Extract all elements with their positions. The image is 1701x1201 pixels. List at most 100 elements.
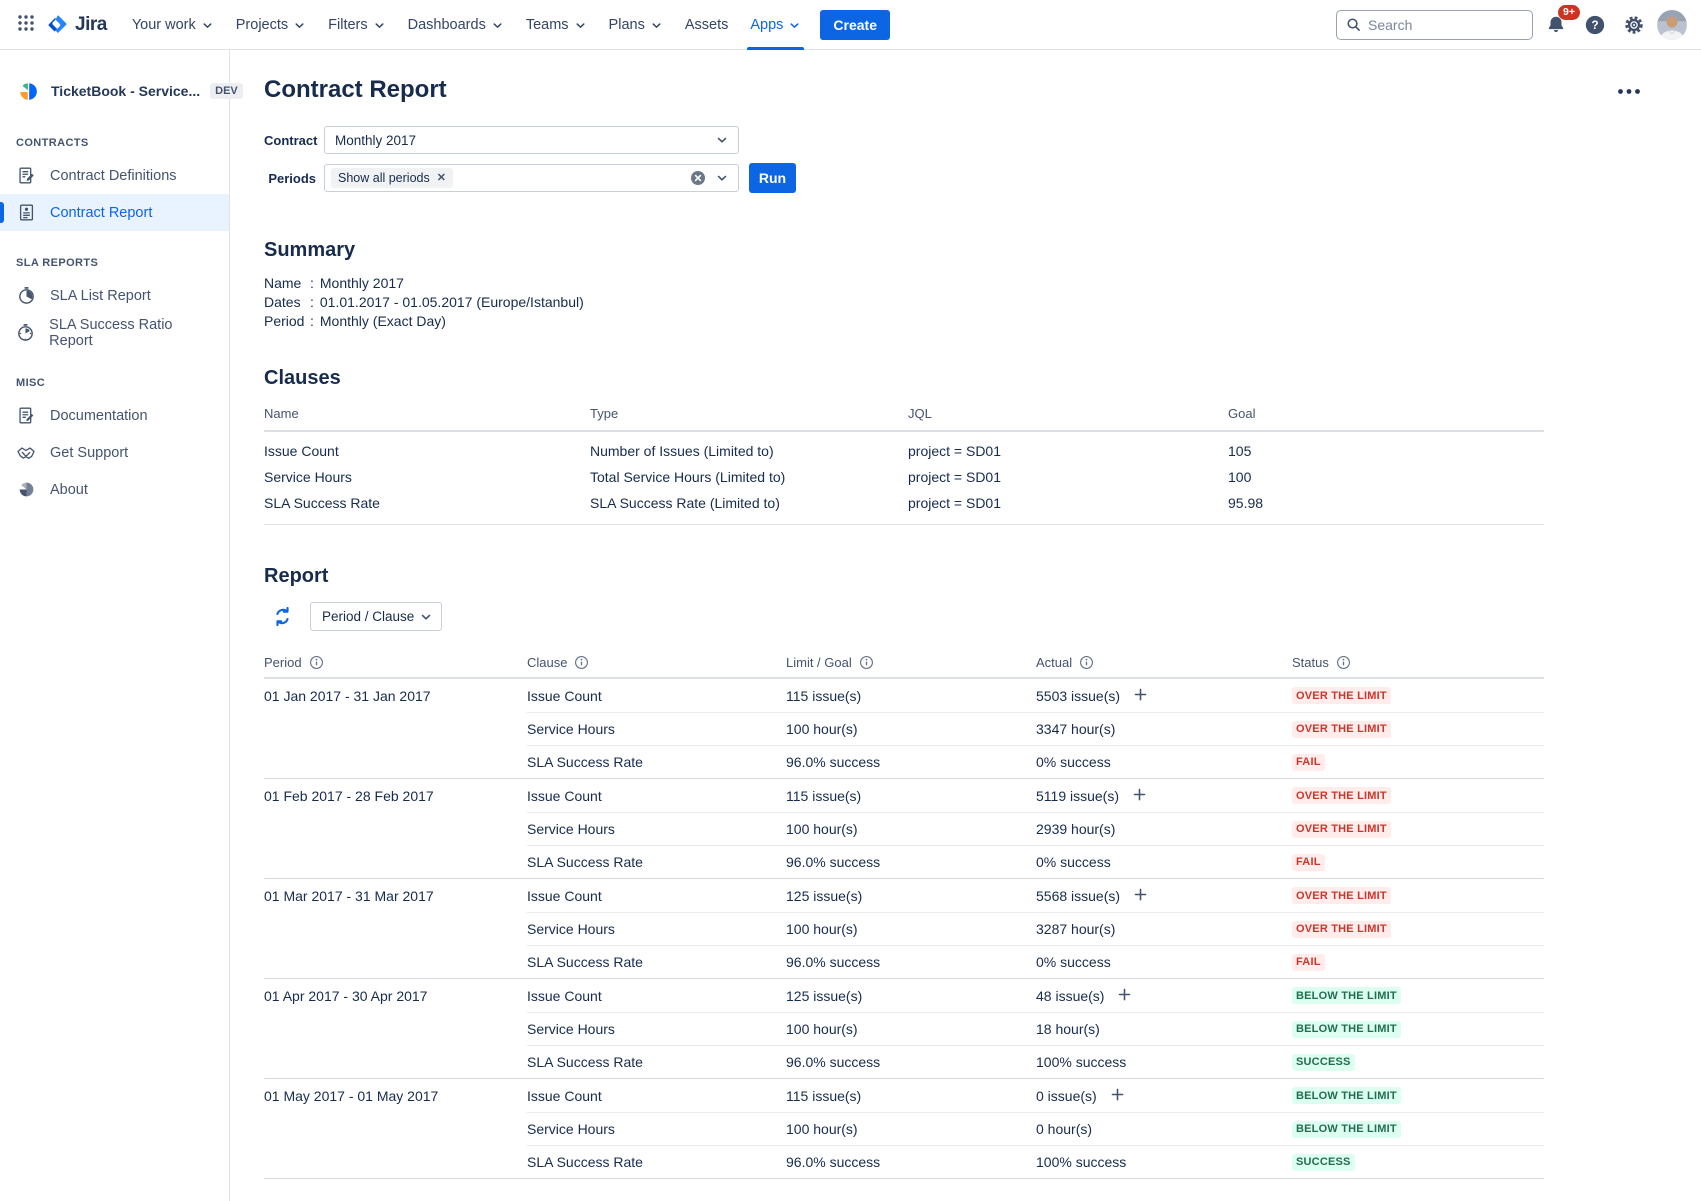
sidebar-item-contract-definitions[interactable]: Contract Definitions: [0, 157, 229, 194]
limit-goal-value: 125 issue(s): [786, 887, 863, 904]
expand-issues-button[interactable]: [1131, 885, 1150, 907]
actual-value: 18 hour(s): [1036, 1021, 1100, 1037]
help-button[interactable]: ?: [1579, 9, 1611, 41]
clauses-column-name: Name: [264, 406, 299, 421]
clause-cell: SLA Success Rate (Limited to): [590, 495, 780, 511]
chevron-down-icon: [293, 19, 306, 32]
info-icon[interactable]: [309, 655, 324, 670]
clause-value: SLA Success Rate: [527, 854, 643, 870]
contract-report-icon: [16, 203, 36, 222]
user-avatar[interactable]: [1657, 9, 1687, 40]
info-icon[interactable]: [859, 655, 874, 670]
top-navigation: Jira Your work Projects Filters Dashboards T…: [0, 0, 1701, 50]
search-input[interactable]: [1368, 16, 1523, 33]
nav-item-label: Your work: [131, 16, 196, 33]
report-column-period: Period: [264, 655, 527, 670]
chevron-down-icon: [201, 19, 214, 32]
chevron-down-icon: [574, 19, 587, 32]
clause-row: Issue Count Number of Issues (Limited to)…: [264, 438, 1544, 464]
clause-cell: 100: [1228, 469, 1252, 485]
nav-item-filters[interactable]: Filters: [317, 0, 396, 50]
status-badge: OVER THE LIMIT: [1292, 687, 1391, 704]
expand-issues-button[interactable]: [1115, 985, 1134, 1007]
nav-item-plans[interactable]: Plans: [598, 0, 674, 50]
clause-cell: Total Service Hours (Limited to): [590, 469, 786, 485]
report-column-status: Status: [1292, 655, 1544, 670]
actual-value: 2939 hour(s): [1036, 821, 1116, 837]
actual-value: 0% success: [1036, 954, 1111, 970]
clause-cell: project = SD01: [908, 443, 1001, 459]
app-header[interactable]: TicketBook - Service... DEV: [0, 78, 243, 103]
clause-value: Service Hours: [527, 921, 615, 937]
report-row: SLA Success Rate 96.0% success 0% success F…: [264, 945, 1544, 978]
page-title: Contract Report: [264, 76, 447, 103]
clauses-column-jql: JQL: [908, 406, 932, 421]
sidebar-item-sla-list-report[interactable]: SLA List Report: [0, 277, 229, 314]
nav-item-dashboards[interactable]: Dashboards: [397, 0, 515, 50]
summary-label: Period: [264, 313, 305, 329]
summary-row-period: Period: Monthly (Exact Day): [264, 312, 1645, 331]
status-badge: OVER THE LIMIT: [1292, 920, 1391, 938]
report-row: 01 Feb 2017 - 28 Feb 2017 Issue Count 115 …: [264, 779, 1544, 812]
limit-goal-value: 96.0% success: [786, 754, 881, 770]
sidebar-item-sla-success-ratio-report[interactable]: SLA Success Ratio Report: [0, 314, 229, 351]
report-period-group: 01 Jan 2017 - 31 Jan 2017 Issue Count 115 …: [264, 679, 1544, 778]
jira-logo[interactable]: Jira: [46, 13, 107, 36]
sidebar-section-misc: MISC Documentation Get Support About: [0, 377, 229, 508]
global-search[interactable]: [1336, 9, 1533, 40]
clause-value: Service Hours: [527, 1021, 615, 1037]
status-badge: OVER THE LIMIT: [1292, 787, 1391, 804]
sidebar-item-about[interactable]: About: [0, 471, 229, 508]
clauses-table-body: Issue Count Number of Issues (Limited to)…: [264, 432, 1544, 525]
contract-select[interactable]: Monthly 2017: [324, 126, 739, 154]
info-icon[interactable]: [574, 655, 589, 670]
notification-bell-icon: [1545, 14, 1567, 36]
summary-value: Monthly 2017: [319, 275, 404, 291]
search-icon: [1346, 17, 1361, 32]
sidebar-item-contract-report[interactable]: Contract Report: [0, 194, 229, 231]
tag-remove-icon[interactable]: ✕: [436, 171, 446, 184]
chevron-down-icon: [650, 19, 663, 32]
clause-cell: Issue Count: [264, 443, 339, 459]
app-switcher-button[interactable]: [10, 9, 42, 41]
nav-item-teams[interactable]: Teams: [515, 0, 598, 50]
info-icon[interactable]: [1079, 655, 1094, 670]
sidebar-section-contracts: CONTRACTS Contract Definitions Contract Re…: [0, 137, 229, 231]
clause-value: SLA Success Rate: [527, 954, 643, 970]
summary-value: 01.01.2017 - 01.05.2017 (Europe/Istanbul…: [319, 294, 584, 310]
status-badge: FAIL: [1292, 953, 1325, 971]
sidebar-section-title: SLA REPORTS: [16, 257, 99, 269]
expand-issues-button[interactable]: [1130, 785, 1149, 807]
add-icon: [1117, 987, 1132, 1005]
clauses-column-goal: Goal: [1228, 406, 1256, 421]
group-by-select[interactable]: Period / Clause: [310, 602, 442, 631]
sidebar-item-label: SLA Success Ratio Report: [49, 316, 173, 349]
expand-issues-button[interactable]: [1131, 685, 1150, 707]
clear-icon[interactable]: [690, 170, 706, 186]
nav-item-your-work[interactable]: Your work: [121, 0, 225, 50]
status-badge: SUCCESS: [1292, 1053, 1355, 1071]
summary-row-name: Name: Monthly 2017: [264, 274, 1645, 293]
run-button[interactable]: Run: [749, 163, 796, 193]
sidebar-item-get-support[interactable]: Get Support: [0, 434, 229, 471]
sidebar-item-documentation[interactable]: Documentation: [0, 397, 229, 434]
nav-item-projects[interactable]: Projects: [225, 0, 317, 50]
status-badge: OVER THE LIMIT: [1292, 887, 1391, 904]
settings-button[interactable]: [1618, 9, 1650, 41]
notifications-button[interactable]: [1540, 9, 1572, 41]
nav-item-apps[interactable]: Apps: [739, 0, 812, 50]
refresh-button[interactable]: [270, 604, 295, 629]
chevron-down-icon: [788, 19, 801, 32]
report-row: SLA Success Rate 96.0% success 100% succes…: [264, 1145, 1544, 1178]
create-button[interactable]: Create: [820, 9, 890, 40]
clause-cell: 105: [1228, 443, 1252, 459]
nav-item-assets[interactable]: Assets: [674, 0, 740, 50]
app-switcher-icon: [16, 13, 36, 36]
expand-issues-button[interactable]: [1108, 1085, 1127, 1107]
summary-label: Name: [264, 275, 302, 291]
periods-multiselect[interactable]: Show all periods ✕: [324, 164, 739, 192]
clauses-section: Clauses Name Type JQL Goal Issue Count Numbe…: [264, 367, 1645, 525]
sidebar-item-label: Contract Report: [50, 204, 153, 221]
info-icon[interactable]: [1336, 655, 1351, 670]
more-actions-button[interactable]: [1613, 84, 1645, 99]
